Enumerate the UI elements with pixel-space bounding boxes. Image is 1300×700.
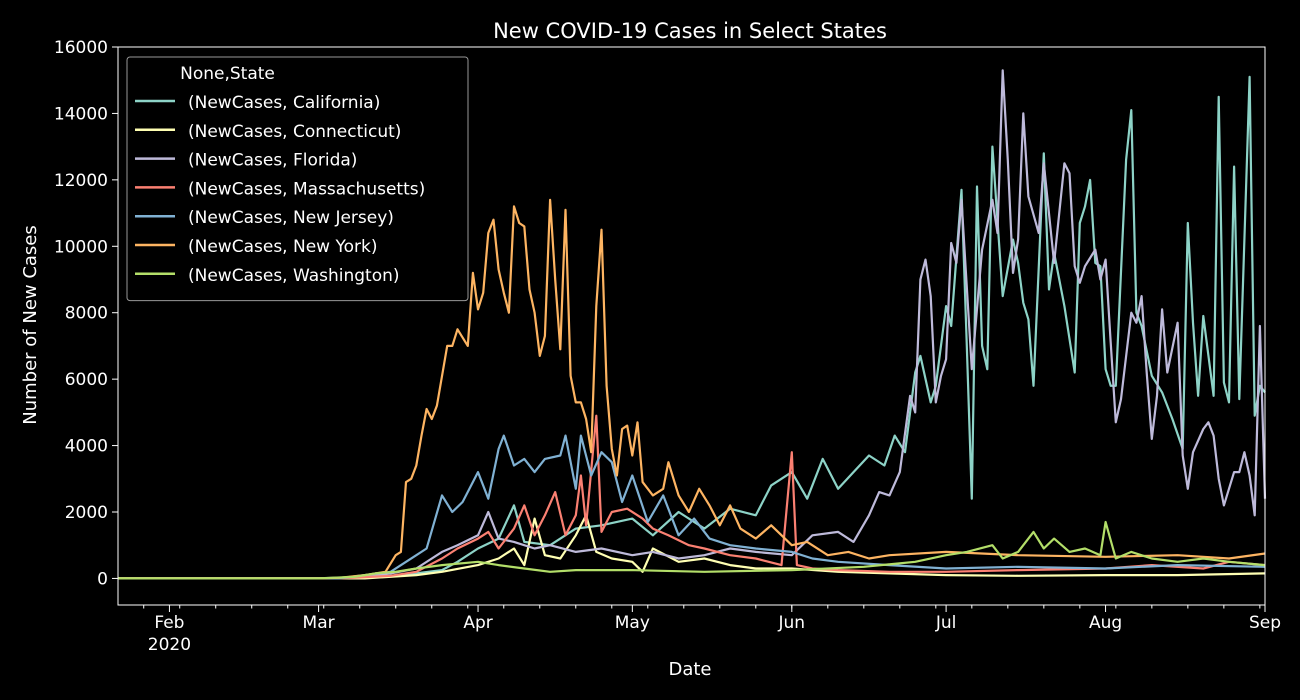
legend-title: None,State <box>180 64 275 84</box>
x-tick-label-2: Apr <box>463 613 492 633</box>
chart-title: New COVID-19 Cases in Select States <box>493 19 887 43</box>
x-tick-label-5: Jul <box>935 613 957 633</box>
y-axis-label: Number of New Cases <box>20 225 41 425</box>
legend-label-2: (NewCases, Florida) <box>188 151 357 171</box>
legend-label-3: (NewCases, Massachusetts) <box>188 179 425 199</box>
y-tick-label-8: 16000 <box>54 38 108 58</box>
x-tick-label-3: May <box>615 613 650 633</box>
x-tick-label-6: Aug <box>1089 613 1122 633</box>
y-tick-label-2: 4000 <box>65 437 108 457</box>
x-tick-label-0: Feb <box>154 613 184 633</box>
legend-label-6: (NewCases, Washington) <box>188 266 400 286</box>
plot-frame <box>117 46 1266 606</box>
y-tick-label-3: 6000 <box>65 370 108 390</box>
series-line-4 <box>118 434 1266 580</box>
x-tick-label-1: Mar <box>303 613 335 633</box>
y-tick-label-5: 10000 <box>54 237 108 257</box>
series-line-0 <box>118 75 1266 580</box>
y-tick-label-4: 8000 <box>65 304 108 324</box>
axes: 0 2000 4000 6000 8000 10000 12000 14000 16000 Feb… <box>54 38 1281 655</box>
legend-label-5: (NewCases, New York) <box>188 237 377 257</box>
legend: None,State (NewCases, California) (NewCase… <box>126 56 469 302</box>
x-axis-label: Date <box>668 659 711 680</box>
series-line-3 <box>118 414 1266 580</box>
series-line-1 <box>118 514 1266 580</box>
legend-label-4: (NewCases, New Jersey) <box>188 208 394 228</box>
series-line-5 <box>118 198 1266 580</box>
legend-label-0: (NewCases, California) <box>188 93 380 113</box>
series-line-2 <box>118 69 1267 580</box>
y-tick-label-1: 2000 <box>65 503 108 523</box>
y-tick-label-0: 0 <box>97 569 108 589</box>
legend-label-1: (NewCases, Connecticut) <box>188 122 401 142</box>
y-tick-label-6: 12000 <box>54 171 108 191</box>
y-tick-label-7: 14000 <box>54 104 108 124</box>
series-line-6 <box>118 520 1266 580</box>
plot-lines <box>118 69 1267 580</box>
x-tick-label-7: Sep <box>1249 613 1281 633</box>
x-tick-label-4: Jun <box>778 613 806 633</box>
legend-box <box>126 56 469 302</box>
x-tick-sublabel-0: 2020 <box>148 635 191 655</box>
